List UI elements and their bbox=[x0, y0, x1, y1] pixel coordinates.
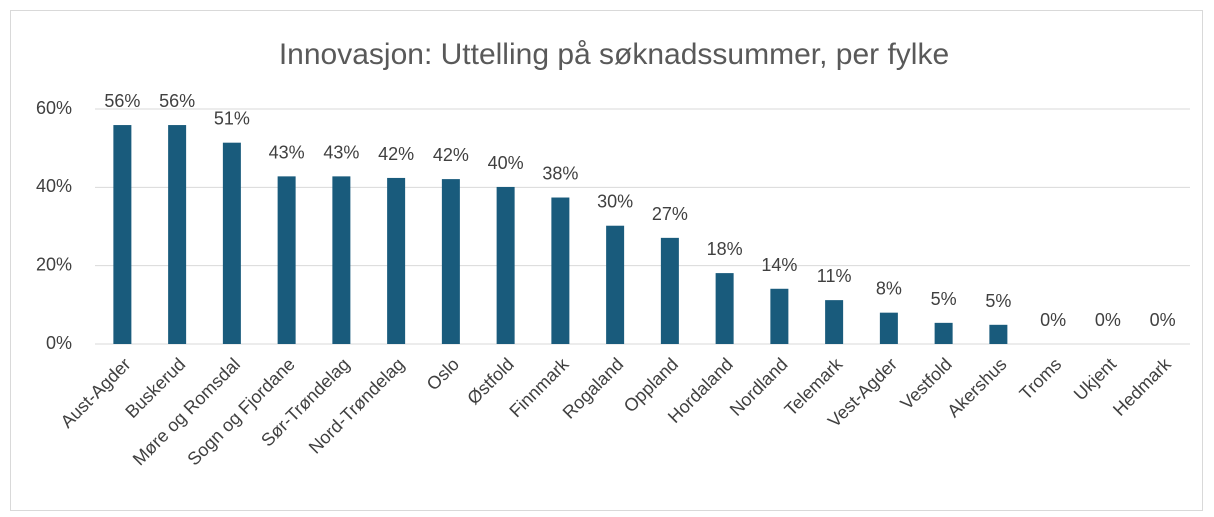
data-label: 0% bbox=[1150, 310, 1176, 330]
data-label: 43% bbox=[269, 142, 305, 162]
bar bbox=[551, 197, 570, 344]
bar bbox=[332, 176, 351, 344]
bar bbox=[387, 177, 406, 344]
bar bbox=[825, 300, 844, 344]
data-label: 8% bbox=[876, 279, 902, 299]
data-label: 42% bbox=[378, 144, 414, 164]
y-tick-label: 0% bbox=[46, 333, 72, 353]
data-label: 40% bbox=[488, 153, 524, 173]
bar bbox=[770, 288, 789, 344]
data-label: 5% bbox=[931, 289, 957, 309]
bar bbox=[934, 322, 953, 344]
y-tick-label: 20% bbox=[36, 254, 72, 274]
bar bbox=[496, 186, 515, 344]
bar bbox=[606, 225, 625, 344]
y-tick-label: 40% bbox=[36, 176, 72, 196]
bar bbox=[277, 176, 296, 344]
bar bbox=[222, 142, 241, 344]
data-label: 51% bbox=[214, 109, 250, 129]
data-label: 27% bbox=[652, 204, 688, 224]
bar bbox=[168, 125, 187, 344]
data-label: 5% bbox=[985, 291, 1011, 311]
data-label: 38% bbox=[542, 164, 578, 184]
chart-title: Innovasjon: Uttelling på søknadssummer, … bbox=[279, 38, 949, 71]
data-label: 0% bbox=[1040, 310, 1066, 330]
data-label: 14% bbox=[761, 255, 797, 275]
data-label: 30% bbox=[597, 192, 633, 212]
bar bbox=[715, 273, 734, 344]
data-label: 56% bbox=[159, 91, 195, 111]
data-label: 0% bbox=[1095, 310, 1121, 330]
bar bbox=[879, 312, 898, 344]
data-label: 56% bbox=[104, 91, 140, 111]
data-label: 11% bbox=[817, 266, 852, 286]
bar bbox=[441, 179, 460, 344]
data-label: 43% bbox=[323, 142, 359, 162]
data-label: 18% bbox=[707, 239, 743, 259]
y-tick-label: 60% bbox=[36, 98, 72, 118]
data-label: 42% bbox=[433, 145, 469, 165]
bar bbox=[113, 125, 132, 344]
bar bbox=[660, 237, 679, 344]
bar bbox=[989, 324, 1008, 344]
